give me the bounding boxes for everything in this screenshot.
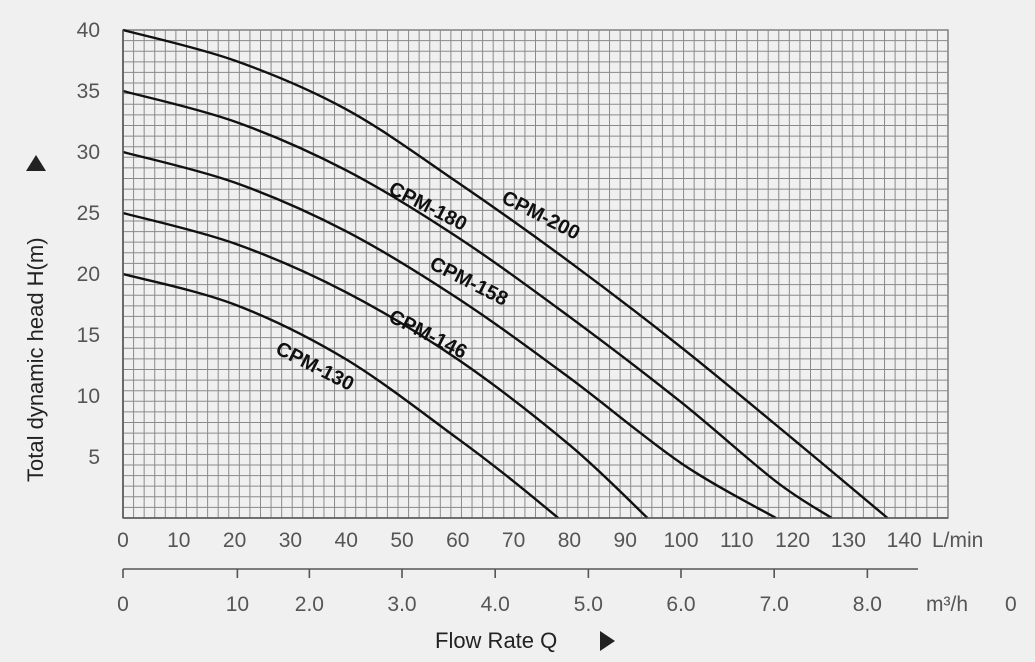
curve-cpm-130: [122, 272, 559, 519]
x-tick-label-lmin: 90: [614, 529, 637, 552]
x-tick-label-lmin: 130: [831, 529, 866, 552]
x-tick-label-m3h: 4.0: [481, 593, 510, 616]
x-axis-arrow-icon: [600, 631, 615, 651]
x-unit-secondary: m³/h: [926, 593, 968, 616]
curve-cpm-158: [122, 150, 777, 520]
y-tick-label: 15: [77, 324, 100, 347]
y-axis-arrow-icon: [26, 155, 46, 171]
x-tick-label-lmin: 110: [720, 529, 753, 552]
curves: [122, 28, 889, 520]
x-tick-label-lmin: 20: [223, 529, 246, 552]
x-tick-label-lmin: 10: [167, 529, 190, 552]
y-tick-label: 35: [77, 80, 100, 103]
x-unit-primary: L/min: [932, 529, 983, 552]
x-tick-label-lmin: 0: [117, 529, 129, 552]
curve-cpm-146: [122, 211, 649, 519]
y-tick-label: 10: [77, 385, 100, 408]
x-tick-label-m3h: 5.0: [574, 593, 603, 616]
y-tick-label: 25: [77, 202, 100, 225]
y-tick-label: 40: [77, 19, 100, 42]
y-tick-label: 30: [77, 141, 100, 164]
y-tick-label: 20: [77, 263, 100, 286]
x-tick-label-lmin: 30: [279, 529, 302, 552]
x-tick-label-m3h: 0: [117, 593, 129, 616]
x-tick-label-m3h: 8.0: [853, 593, 882, 616]
grid: [122, 29, 949, 519]
x-tick-label-lmin: 50: [390, 529, 413, 552]
x-tick-label-lmin: 80: [558, 529, 581, 552]
x-tick-label-lmin: 70: [502, 529, 525, 552]
x-tick-label-lmin: 100: [663, 529, 698, 552]
x-trailing-label: 0: [1005, 593, 1017, 616]
x-tick-label-lmin: 140: [887, 529, 922, 552]
x-tick-label-m3h: 2.0: [295, 593, 324, 616]
curve-cpm-200: [122, 28, 889, 519]
x-tick-label-lmin: 120: [775, 529, 810, 552]
x-tick-label-lmin: 60: [446, 529, 469, 552]
y-tick-label: 5: [88, 446, 100, 469]
x-tick-label-m3h: 10: [226, 593, 249, 616]
x-tick-label-lmin: 40: [335, 529, 358, 552]
x-tick-label-m3h: 6.0: [666, 593, 695, 616]
curve-cpm-180: [122, 89, 833, 520]
x-tick-label-m3h: 7.0: [760, 593, 789, 616]
y-axis-title: Total dynamic head H(m): [23, 237, 48, 482]
x-tick-label-m3h: 3.0: [387, 593, 416, 616]
x-axis-title: Flow Rate Q: [435, 628, 557, 653]
